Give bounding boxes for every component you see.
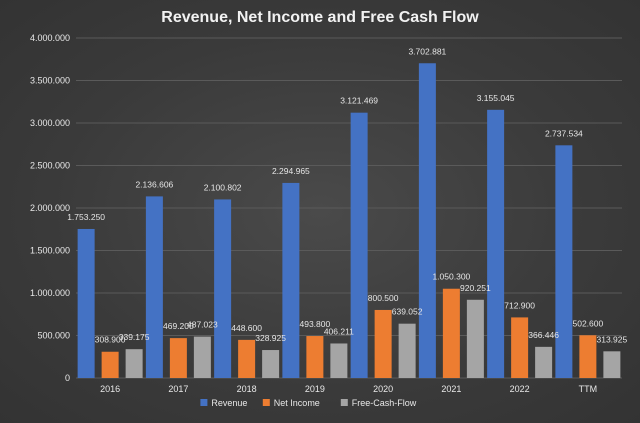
legend-swatch <box>200 399 208 406</box>
x-tick-label: 2019 <box>305 384 325 394</box>
x-tick-label: 2016 <box>100 384 120 394</box>
data-label: 448.600 <box>231 323 262 333</box>
bar-free-cash-flow <box>262 350 280 378</box>
y-tick-label: 3.000.000 <box>30 118 70 128</box>
x-tick-label: TTM <box>579 384 598 394</box>
y-tick-label: 500.000 <box>37 331 70 341</box>
bar-net-income <box>238 339 256 378</box>
legend-item: Net Income <box>262 398 320 408</box>
bar-revenue <box>77 228 95 378</box>
data-label: 800.500 <box>368 293 399 303</box>
bar-revenue <box>282 182 300 378</box>
data-label: 920.251 <box>460 283 491 293</box>
data-label: 339.175 <box>119 332 150 342</box>
x-tick-label: 2018 <box>237 384 257 394</box>
y-tick-label: 2.000.000 <box>30 203 70 213</box>
data-label: 308.900 <box>95 335 126 345</box>
y-tick-label: 2.500.000 <box>30 161 70 171</box>
bar-free-cash-flow <box>535 346 553 378</box>
data-label: 2.100.802 <box>204 182 242 192</box>
bar-revenue <box>418 63 436 378</box>
bar-revenue <box>555 145 573 378</box>
x-tick-label: 2022 <box>510 384 530 394</box>
bar-free-cash-flow <box>466 299 484 378</box>
y-tick-label: 0 <box>65 373 70 383</box>
data-label: 2.136.606 <box>135 179 173 189</box>
data-label: 2.737.534 <box>545 128 583 138</box>
y-tick-label: 3.500.000 <box>30 76 70 86</box>
bars <box>77 63 621 379</box>
y-tick-label: 1.000.000 <box>30 288 70 298</box>
y-axis-ticks: 0 500.000 1.000.000 1.500.000 2.000.000 2.500… <box>30 33 70 383</box>
gridlines <box>76 37 622 379</box>
bar-free-cash-flow <box>193 336 211 378</box>
data-label: 712.900 <box>504 300 535 310</box>
bar-net-income <box>169 338 187 378</box>
x-axis-ticks: 2016 2017 2018 2019 2020 2021 2022 TTM <box>100 384 597 394</box>
data-label: 366.446 <box>528 330 559 340</box>
legend-label: Net Income <box>274 398 320 408</box>
legend: Revenue Net Income Free-Cash-Flow <box>200 398 417 408</box>
data-label: 487.023 <box>187 320 218 330</box>
bar-free-cash-flow <box>330 343 348 378</box>
legend-label: Revenue <box>211 398 247 408</box>
data-label: 1.050.300 <box>432 272 470 282</box>
bar-free-cash-flow <box>603 351 621 378</box>
legend-item: Revenue <box>200 398 247 408</box>
data-label: 639.052 <box>392 307 423 317</box>
x-tick-label: 2020 <box>373 384 393 394</box>
data-label: 313.925 <box>597 334 628 344</box>
bar-net-income <box>101 351 119 378</box>
y-tick-label: 1.500.000 <box>30 246 70 256</box>
bar-net-income <box>442 288 460 378</box>
data-label: 3.702.881 <box>408 46 446 56</box>
data-label: 2.294.965 <box>272 166 310 176</box>
data-label: 3.121.469 <box>340 96 378 106</box>
x-tick-label: 2017 <box>168 384 188 394</box>
data-label: 328.925 <box>255 333 286 343</box>
y-tick-label: 4.000.000 <box>30 33 70 43</box>
bar-free-cash-flow <box>398 323 416 378</box>
legend-label: Free-Cash-Flow <box>352 398 417 408</box>
x-tick-label: 2021 <box>441 384 461 394</box>
data-label: 1.753.250 <box>67 212 105 222</box>
legend-swatch <box>262 399 270 406</box>
bar-net-income <box>511 317 529 378</box>
data-label: 493.800 <box>300 319 331 329</box>
data-labels: 1.753.250308.900339.1752.136.606469.2004… <box>67 46 627 344</box>
bar-revenue <box>350 112 368 378</box>
legend-swatch <box>340 399 348 406</box>
bar-free-cash-flow <box>125 349 143 378</box>
chart-title: Revenue, Net Income and Free Cash Flow <box>161 9 479 26</box>
bar-revenue <box>214 199 232 378</box>
bar-net-income <box>374 309 392 378</box>
bar-revenue <box>487 109 505 379</box>
bar-revenue <box>145 196 163 378</box>
bar-net-income <box>579 335 597 378</box>
data-label: 3.155.045 <box>477 93 515 103</box>
data-label: 469.200 <box>163 321 194 331</box>
legend-item: Free-Cash-Flow <box>340 398 417 408</box>
data-label: 502.600 <box>573 318 604 328</box>
data-label: 406.211 <box>324 326 354 336</box>
bar-net-income <box>306 336 324 378</box>
